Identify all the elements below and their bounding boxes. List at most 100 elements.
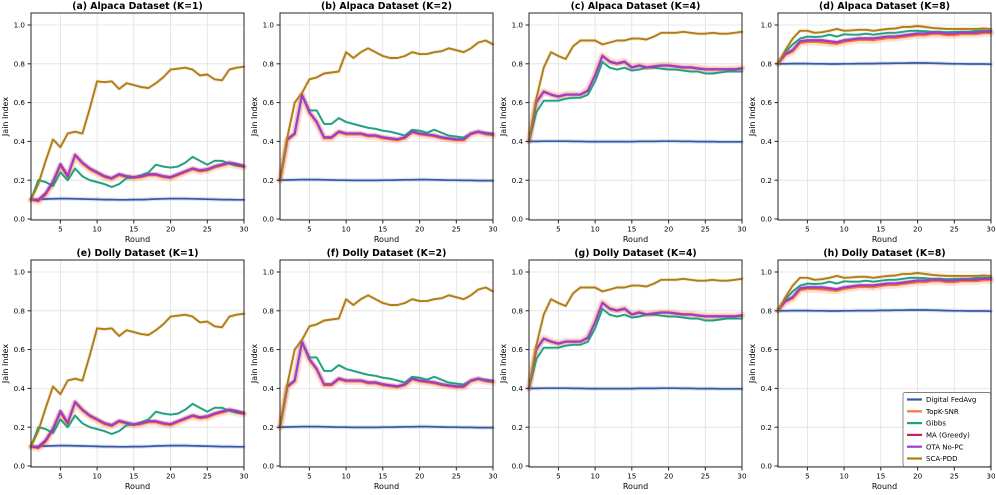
panel-title: (b) Alpaca Dataset (K=2): [321, 1, 452, 12]
ytick-label: 0.0: [14, 462, 26, 471]
xtick-label: 30: [986, 472, 996, 481]
ytick-label: 0.4: [14, 384, 26, 393]
legend-box: [902, 392, 991, 467]
ytick-label: 0.4: [263, 137, 275, 146]
plot-frame: [279, 259, 494, 468]
panel-h: 0.0 0.2 0.4 0.6 0.8 1.0 5 10 15 20 25 30 (h) Dolly D…: [747, 247, 996, 494]
legend-label-ota_nopc: OTA No-PC: [926, 443, 964, 451]
ytick-label: 1.0: [761, 21, 773, 30]
x-axis-label: Round: [872, 235, 897, 244]
chart-f: 0.0 0.2 0.4 0.6 0.8 1.0 5 10 15 20 25 30 (f) Dolly D…: [250, 248, 498, 491]
plot-frame: [528, 12, 743, 221]
series-line-sca_pdd: [30, 65, 245, 201]
panel-title: (c) Alpaca Dataset (K=4): [571, 1, 701, 12]
xtick-label: 15: [627, 225, 636, 234]
y-axis-label: Jain Index: [250, 97, 259, 137]
xtick-label: 25: [452, 225, 461, 234]
series-line-digital_fedavg: [528, 140, 743, 143]
ytick-label: 0.8: [512, 306, 524, 315]
series-line-gibbs: [777, 29, 992, 65]
xtick-label: 20: [913, 472, 923, 481]
ytick-label: 0.0: [263, 462, 275, 471]
ytick-label: 0.0: [761, 215, 773, 224]
xtick-label: 10: [840, 225, 850, 234]
xtick-label: 15: [876, 225, 885, 234]
ytick-label: 1.0: [761, 268, 773, 277]
ytick-label: 0.8: [263, 59, 275, 68]
xtick-label: 5: [805, 225, 810, 234]
xtick-label: 15: [378, 225, 387, 234]
y-axis-label: Jain Index: [499, 344, 508, 384]
ytick-label: 0.4: [14, 137, 26, 146]
series-line-digital_fedavg: [528, 387, 743, 390]
series-line-ota_nopc: [528, 301, 743, 389]
xtick-label: 30: [986, 225, 996, 234]
ytick-label: 0.8: [512, 59, 524, 68]
series-line-sca_pdd: [777, 25, 992, 65]
series-line-sca_pdd: [528, 277, 743, 390]
ytick-label: 0.2: [761, 423, 772, 432]
xtick-label: 5: [307, 225, 312, 234]
series-line-gibbs: [777, 276, 992, 312]
series-line-topk_snr: [777, 279, 992, 312]
xtick-label: 5: [307, 472, 312, 481]
xtick-label: 30: [239, 472, 249, 481]
ytick-label: 0.0: [14, 215, 26, 224]
series-line-sca_pdd: [279, 39, 494, 182]
x-axis-label: Round: [374, 235, 399, 244]
ytick-label: 0.0: [761, 462, 773, 471]
xtick-label: 20: [664, 472, 674, 481]
chart-e: 0.0 0.2 0.4 0.6 0.8 1.0 5 10 15 20 25 30 (e) Dolly D…: [1, 248, 249, 491]
xtick-label: 25: [701, 225, 710, 234]
ytick-label: 0.2: [14, 176, 25, 185]
chart-b: 0.0 0.2 0.4 0.6 0.8 1.0 5 10 15 20 25 30 (b) Alpaca …: [250, 1, 498, 244]
series-line-ota_nopc: [279, 340, 494, 428]
ytick-label: 0.6: [263, 98, 275, 107]
series-line-ota_nopc: [279, 93, 494, 181]
xtick-label: 15: [129, 225, 138, 234]
panel-c: 0.0 0.2 0.4 0.6 0.8 1.0 5 10 15 20 25 30 (c) Alpaca …: [498, 0, 747, 247]
plot-frame: [30, 12, 245, 221]
x-axis-label: Round: [374, 482, 399, 491]
xtick-label: 20: [415, 472, 425, 481]
xtick-label: 25: [701, 472, 710, 481]
xtick-label: 10: [591, 225, 601, 234]
ytick-label: 1.0: [512, 268, 524, 277]
xtick-label: 25: [452, 472, 461, 481]
ytick-label: 0.4: [761, 137, 773, 146]
x-axis-label: Round: [623, 235, 648, 244]
y-axis-label: Jain Index: [1, 344, 10, 384]
xtick-label: 25: [950, 472, 959, 481]
xtick-label: 30: [488, 225, 498, 234]
ytick-label: 1.0: [512, 21, 524, 30]
legend: Digital FedAvg TopK-SNR Gibbs MA (Greedy) OT…: [902, 392, 991, 467]
xtick-label: 25: [203, 472, 212, 481]
x-axis-label: Round: [125, 235, 150, 244]
xtick-label: 25: [203, 225, 212, 234]
chart-g: 0.0 0.2 0.4 0.6 0.8 1.0 5 10 15 20 25 30 (g) Dolly D…: [499, 248, 747, 491]
x-axis-label: Round: [623, 482, 648, 491]
ytick-label: 0.6: [263, 345, 275, 354]
ytick-label: 0.2: [263, 176, 274, 185]
series-line-ota_nopc: [30, 400, 245, 448]
plot-frame: [777, 259, 992, 468]
series-line-sca_pdd: [528, 30, 743, 143]
series-band-sca_pdd: [527, 29, 744, 144]
y-axis-label: Jain Index: [748, 97, 757, 137]
chart-h: 0.0 0.2 0.4 0.6 0.8 1.0 5 10 15 20 25 30 (h) Dolly D…: [748, 248, 996, 491]
ytick-label: 0.6: [14, 98, 26, 107]
ytick-label: 0.8: [263, 306, 275, 315]
series-line-gibbs: [528, 307, 743, 390]
xtick-label: 20: [664, 225, 674, 234]
ytick-label: 1.0: [263, 268, 275, 277]
xtick-label: 10: [591, 472, 601, 481]
xtick-label: 30: [737, 225, 747, 234]
xtick-label: 10: [93, 225, 103, 234]
ytick-label: 0.4: [761, 384, 773, 393]
x-axis-label: Round: [125, 482, 150, 491]
xtick-label: 15: [378, 472, 387, 481]
y-axis-label: Jain Index: [499, 97, 508, 137]
legend-label-topk_snr: TopK-SNR: [925, 408, 959, 416]
series-line-sca_pdd: [30, 312, 245, 448]
ytick-label: 0.0: [263, 215, 275, 224]
